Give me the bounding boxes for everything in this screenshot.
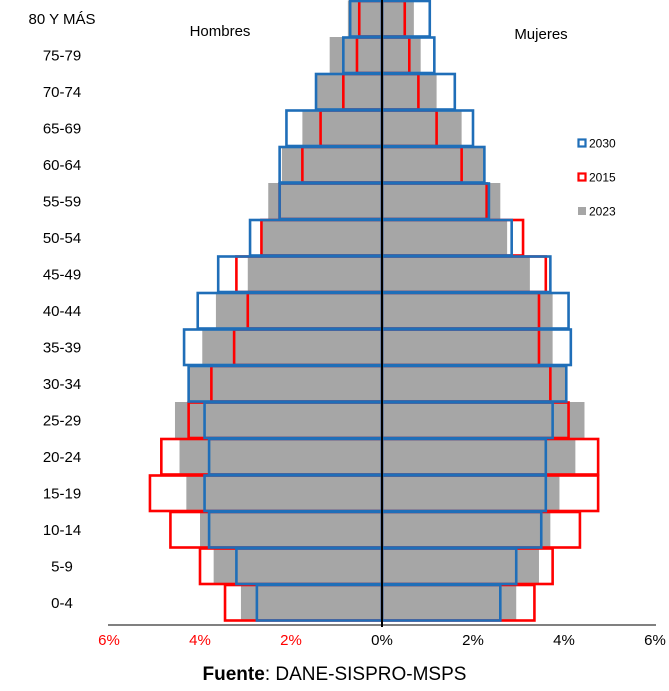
age-label-15-19: 15-19 [43,485,81,502]
legend-swatch-2015 [577,172,587,182]
legend-label-2030: 2030 [589,137,616,151]
source-caption: Fuente: DANE-SISPRO-MSPS [0,664,669,686]
bar-2023-hombres-20-24 [179,438,382,475]
bar-2023-mujeres-70-74 [382,73,437,110]
age-label-70-74: 70-74 [43,84,81,101]
age-label-75-79: 75-79 [43,47,81,64]
source-text: : DANE-SISPRO-MSPS [264,664,467,685]
age-label-0-4: 0-4 [51,595,73,612]
x-tick-label: 4% [189,632,211,649]
bar-2023-hombres-70-74 [316,73,382,110]
right-side-label: Mujeres [514,26,567,43]
bar-2023-mujeres-0-4 [382,584,517,621]
legend-label-2023: 2023 [589,205,616,219]
age-label-50-54: 50-54 [43,230,81,247]
bar-2023-hombres-35-39 [202,329,382,366]
bar-2023-mujeres-45-49 [382,256,530,293]
bar-2023-hombres-40-44 [215,292,382,329]
legend-swatch-2023 [578,207,586,215]
x-tick-label: 6% [98,632,120,649]
age-label-25-29: 25-29 [43,412,81,429]
x-tick-label: 0% [371,632,393,649]
series-2030-bars [182,0,573,622]
legend-swatch-2030 [577,138,587,148]
bar-2023-mujeres-75-79 [382,37,421,74]
age-label-45-49: 45-49 [43,266,81,283]
bar-2023-mujeres-15-19 [382,475,560,512]
bar-2023-mujeres-20-24 [382,438,576,475]
source-prefix: Fuente [202,664,265,685]
bar-2023-mujeres-60-64 [382,146,485,183]
bar-2023-hombres-30-34 [188,365,382,402]
bar-2023-hombres-15-19 [186,475,382,512]
bar-2023-mujeres-40-44 [382,292,553,329]
bar-2023-hombres-65-69 [302,110,382,147]
bar-2023-hombres-80-y-m-s [347,0,382,37]
age-label-40-44: 40-44 [43,303,81,320]
bar-2023-hombres-5-9 [213,548,382,585]
left-side-label: Hombres [190,23,251,40]
age-label-80-y-m-s: 80 Y MÁS [29,11,96,28]
bar-2023-mujeres-30-34 [382,365,567,402]
bar-2023-hombres-10-14 [200,511,382,548]
x-tick-label: 2% [462,632,484,649]
bar-2023-hombres-45-49 [247,256,382,293]
bar-2023-hombres-50-54 [261,219,382,256]
bar-2023-mujeres-5-9 [382,548,539,585]
bar-2023-mujeres-35-39 [382,329,553,366]
legend: 2030 2015 2023 [577,137,616,219]
age-label-65-69: 65-69 [43,120,81,137]
bar-2023-mujeres-10-14 [382,511,551,548]
bar-2023-mujeres-65-69 [382,110,462,147]
bar-2023-mujeres-25-29 [382,402,585,439]
bar-2023-hombres-60-64 [281,146,382,183]
bar-2023-hombres-55-59 [268,183,382,220]
age-label-20-24: 20-24 [43,449,81,466]
legend-label-2015: 2015 [589,171,616,185]
age-label-5-9: 5-9 [51,558,73,575]
age-label-60-64: 60-64 [43,157,81,174]
x-tick-label: 6% [644,632,666,649]
age-group-labels: 0-4 5-9 10-14 15-19 20-24 25-29 30-34 35-39 40-4… [29,11,96,612]
bar-2023-mujeres-55-59 [382,183,501,220]
x-tick-label: 4% [553,632,575,649]
age-label-35-39: 35-39 [43,339,81,356]
bar-2023-hombres-0-4 [240,584,382,621]
bar-2023-mujeres-80-y-m-s [382,0,414,37]
age-label-55-59: 55-59 [43,193,81,210]
bar-2023-mujeres-50-54 [382,219,508,256]
x-axis-tick-labels: 6% 4% 2% 0% 2% 4% 6% [98,632,666,649]
series-2023-bars [174,0,585,621]
x-tick-label: 2% [280,632,302,649]
age-label-30-34: 30-34 [43,376,81,393]
age-label-10-14: 10-14 [43,522,81,539]
bar-2023-hombres-25-29 [174,402,382,439]
